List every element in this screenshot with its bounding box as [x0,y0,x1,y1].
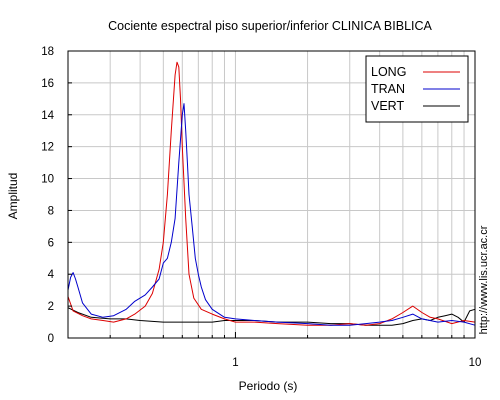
plot-frame [67,50,476,339]
legend-label-tran: TRAN [371,82,405,96]
y-axis-label: Amplitud [6,173,20,220]
series-line-long [67,61,476,326]
x-axis-label: Periodo (s) [239,379,298,393]
axis-ticks: 0 2 4 6 8 10 12 14 16 18 1 10 [41,46,481,369]
series-lines [67,61,476,326]
legend-label-vert: VERT [371,99,404,113]
y-tick-label: 2 [48,301,54,313]
series-line-tran [67,103,476,326]
y-tick-label: 8 [48,205,54,217]
x-tick-label: 10 [469,357,482,369]
y-tick-label: 10 [41,174,54,186]
y-tick-label: 16 [41,78,54,90]
chart-title: Cociente espectral piso superior/inferio… [108,19,432,33]
grid-lines [68,51,475,338]
legend: LONG TRAN VERT [365,55,469,123]
y-tick-label: 0 [48,333,54,345]
y-tick-label: 6 [48,237,54,249]
source-url: http://www.lis.ucr.ac.cr [478,225,490,334]
x-tick-label: 1 [232,357,238,369]
y-tick-label: 14 [41,110,54,122]
series-line-vert [67,307,476,326]
y-tick-label: 18 [41,46,54,58]
legend-label-long: LONG [371,65,406,79]
y-tick-label: 12 [41,142,54,154]
y-tick-label: 4 [48,269,55,281]
